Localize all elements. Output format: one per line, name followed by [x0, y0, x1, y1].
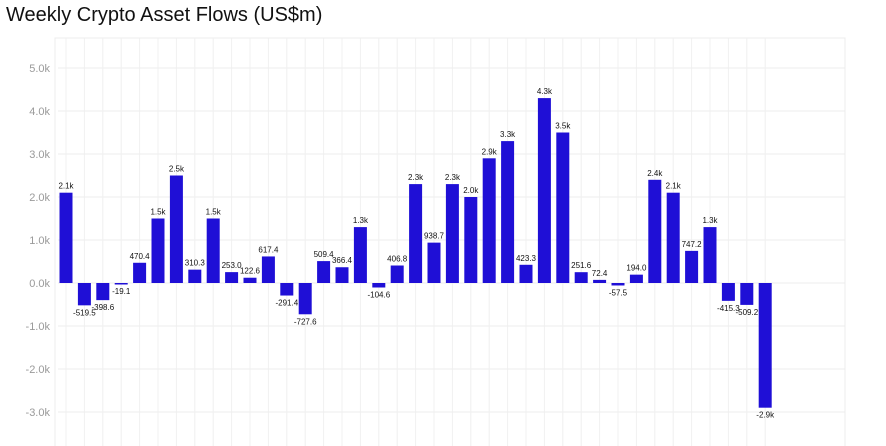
data-label: 747.2 [682, 240, 703, 249]
bar [574, 272, 588, 283]
bar [409, 184, 423, 283]
data-label: 406.8 [387, 255, 408, 264]
data-label: -398.6 [91, 303, 114, 312]
bar [611, 283, 625, 286]
bar [740, 283, 754, 305]
data-label: 251.6 [571, 261, 592, 270]
bar [151, 218, 165, 283]
data-label: 1.5k [206, 208, 222, 217]
bar [721, 283, 735, 301]
bar [427, 242, 441, 283]
bar [114, 283, 128, 285]
data-label: 1.3k [702, 216, 718, 225]
data-label: 509.4 [314, 250, 335, 259]
bar [519, 264, 533, 283]
bar [353, 227, 367, 283]
data-label: -519.5 [73, 308, 96, 317]
y-tick-label: -2.0k [26, 364, 51, 376]
data-label: -415.3 [717, 304, 740, 313]
bar [482, 158, 496, 283]
data-label: -509.2 [735, 308, 758, 317]
data-label: 2.3k [445, 173, 461, 182]
bar [648, 179, 662, 283]
bar [666, 192, 680, 283]
bar [59, 192, 73, 283]
y-tick-label: 4.0k [29, 106, 50, 118]
bar [445, 184, 459, 283]
data-label: -57.5 [609, 288, 628, 297]
bar [96, 283, 110, 301]
data-label: 470.4 [130, 252, 151, 261]
y-axis-tick-labels: 5.0k 4.0k 3.0k 2.0k 1.0k 0.0k -1.0k -2.0k -3.0k [26, 63, 51, 419]
data-label: 4.3k [537, 87, 553, 96]
y-tick-label: -3.0k [26, 407, 51, 419]
data-label: 2.1k [666, 182, 682, 191]
bar [629, 274, 643, 283]
y-tick-label: -1.0k [26, 321, 51, 333]
bar [225, 272, 239, 283]
y-tick-label: 0.0k [29, 278, 50, 290]
data-label: 3.5k [555, 122, 571, 131]
bar [372, 283, 386, 288]
bars [59, 98, 772, 408]
bar [188, 269, 202, 283]
data-label: 253.0 [222, 261, 243, 270]
data-label: 2.0k [463, 186, 479, 195]
data-label: 938.7 [424, 232, 445, 241]
data-label: -2.9k [756, 411, 775, 420]
data-label: 194.0 [626, 264, 647, 273]
bar [206, 218, 220, 283]
bar [133, 262, 147, 283]
data-label: 3.3k [500, 130, 516, 139]
bar [317, 261, 331, 283]
data-label: 122.6 [240, 267, 261, 276]
data-label: 366.4 [332, 256, 353, 265]
data-label: -104.6 [367, 290, 390, 299]
data-label: 72.4 [592, 269, 608, 278]
data-label: -727.6 [294, 317, 317, 326]
data-label: 1.3k [353, 216, 369, 225]
data-label: 310.3 [185, 259, 206, 268]
bar [335, 267, 349, 283]
y-tick-label: 3.0k [29, 149, 50, 161]
data-label: 1.5k [150, 208, 166, 217]
bar [758, 283, 772, 408]
bar [685, 250, 699, 283]
data-label: 2.4k [647, 169, 663, 178]
data-label: -19.1 [112, 287, 131, 296]
bar [298, 283, 312, 315]
bar [390, 265, 404, 283]
y-tick-label: 5.0k [29, 63, 50, 75]
y-tick-label: 1.0k [29, 235, 50, 247]
y-tick-label: 2.0k [29, 192, 50, 204]
bar [261, 256, 275, 283]
data-label: 2.9k [482, 147, 498, 156]
bar [169, 175, 183, 283]
data-label: 423.3 [516, 254, 537, 263]
bar [556, 132, 570, 283]
bar [243, 277, 257, 283]
bar [280, 283, 294, 296]
data-label: 2.3k [408, 173, 424, 182]
data-label: -291.4 [275, 299, 298, 308]
bar [501, 141, 515, 283]
bar [703, 227, 717, 283]
bar [537, 98, 551, 283]
data-label: 2.5k [169, 165, 185, 174]
plot-frame [54, 37, 846, 446]
bar [593, 279, 607, 283]
bar [77, 283, 91, 306]
bar [464, 197, 478, 283]
data-label: 617.4 [258, 245, 279, 254]
data-label: 2.1k [58, 182, 74, 191]
data-labels: 2.1k -519.5-398.6 -19.1 470.4 1.5k 2.5k 310.3 1… [58, 87, 775, 420]
chart-title: Weekly Crypto Asset Flows (US$m) [6, 4, 323, 26]
